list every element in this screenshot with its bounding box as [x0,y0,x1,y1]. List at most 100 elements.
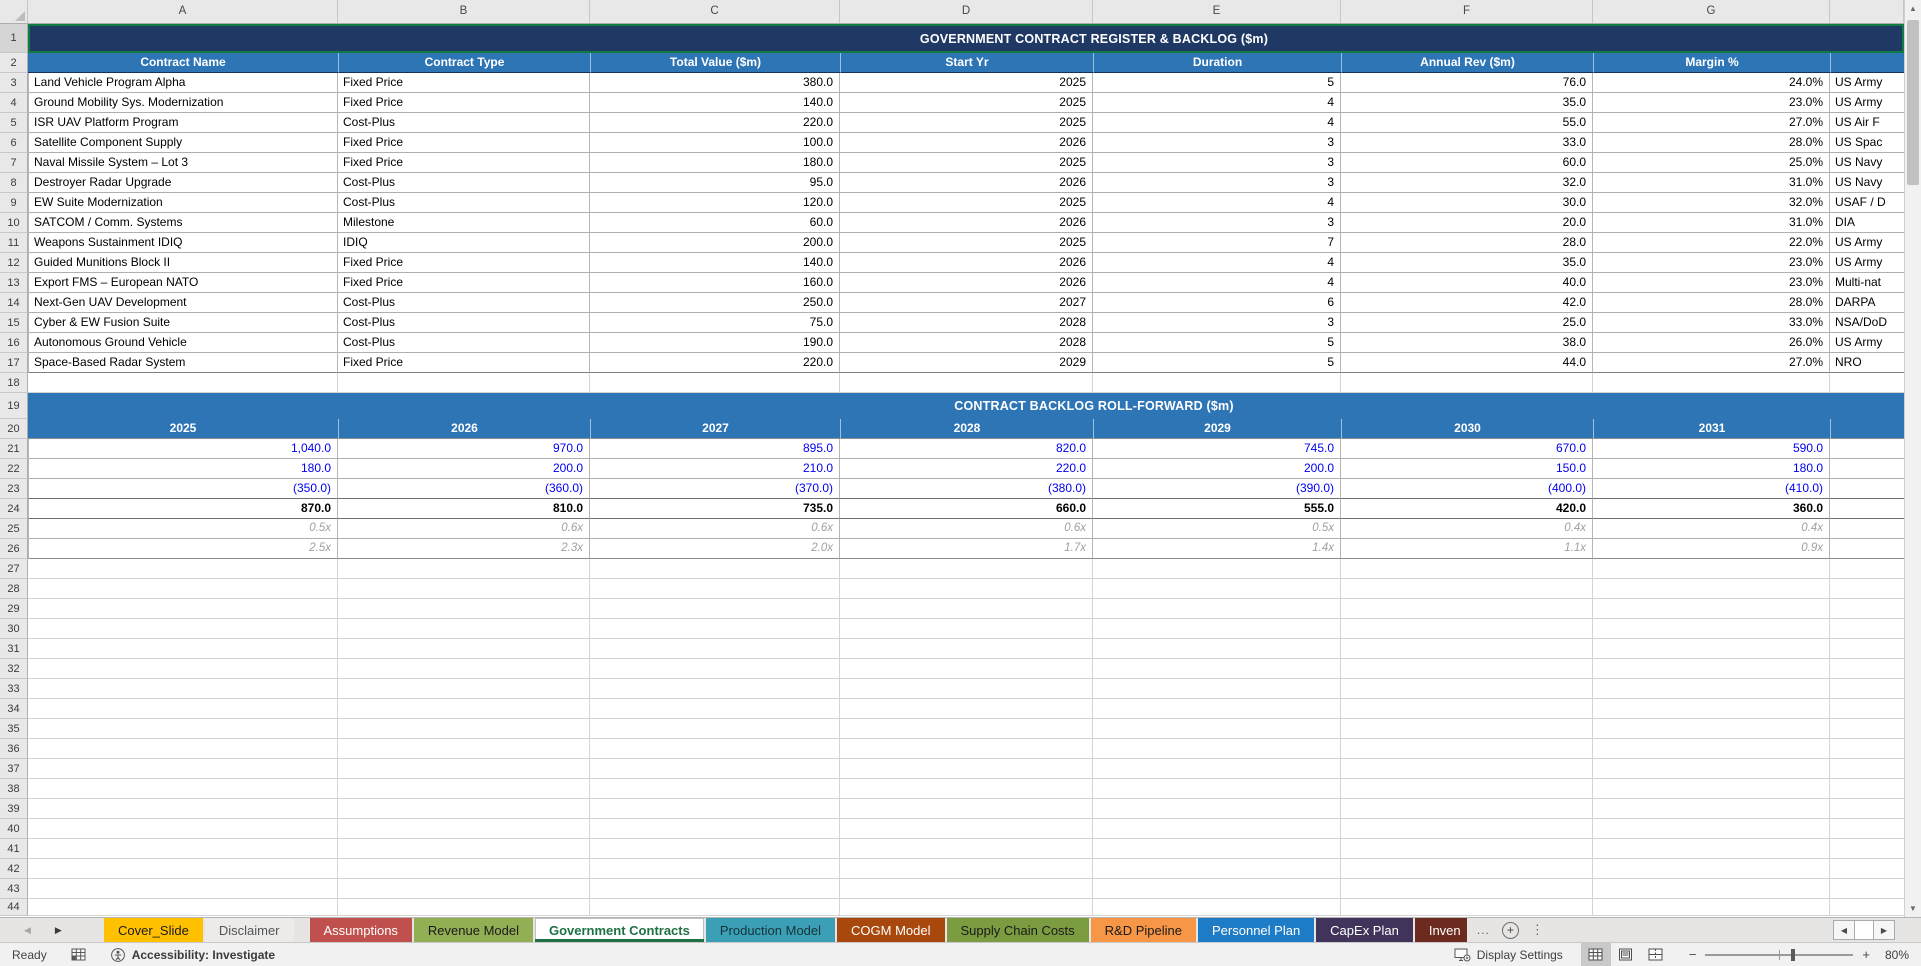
cell-G3[interactable]: 24.0% [1593,73,1830,93]
cell-F42[interactable] [1341,859,1593,879]
cell-H24[interactable] [1830,499,1904,519]
cell-C34[interactable] [590,699,840,719]
cell-E13[interactable]: 4 [1093,273,1341,293]
cell-B33[interactable] [338,679,590,699]
cell-G8[interactable]: 31.0% [1593,173,1830,193]
cell-F21[interactable]: 670.0 [1341,439,1593,459]
view-page-layout-button[interactable] [1611,943,1641,966]
cell-G44[interactable] [1593,899,1830,916]
cell-B21[interactable]: 970.0 [338,439,590,459]
cell-A27[interactable] [28,559,338,579]
cell-F8[interactable]: 32.0 [1341,173,1593,193]
row-header-33[interactable]: 33 [0,679,28,699]
cell-A28[interactable] [28,579,338,599]
sheet-tab-personnel-plan[interactable]: Personnel Plan [1198,918,1315,942]
cell-B18[interactable] [338,373,590,393]
row-header-36[interactable]: 36 [0,739,28,759]
cell-E26[interactable]: 1.4x [1093,539,1341,559]
row-header-8[interactable]: 8 [0,173,28,193]
cell-B42[interactable] [338,859,590,879]
cell-F24[interactable]: 420.0 [1341,499,1593,519]
display-settings-button[interactable]: Display Settings [1454,948,1563,962]
cell-H5[interactable]: US Air F [1830,113,1904,133]
cell-B25[interactable]: 0.6x [338,519,590,539]
cell-D34[interactable] [840,699,1093,719]
cell-D40[interactable] [840,819,1093,839]
cell-C25[interactable]: 0.6x [590,519,840,539]
column-header-B[interactable]: B [338,0,590,23]
sheet-tab-capex-plan[interactable]: CapEx Plan [1316,918,1413,942]
row-header-14[interactable]: 14 [0,293,28,313]
row-header-21[interactable]: 21 [0,439,28,459]
cell-F34[interactable] [1341,699,1593,719]
cell-E3[interactable]: 5 [1093,73,1341,93]
new-sheet-button[interactable]: + [1501,921,1519,939]
cell-A16[interactable]: Autonomous Ground Vehicle [28,333,338,353]
cell-B14[interactable]: Cost-Plus [338,293,590,313]
column-header-C[interactable]: C [590,0,840,23]
cell-D22[interactable]: 220.0 [840,459,1093,479]
cell-E30[interactable] [1093,619,1341,639]
row-header-12[interactable]: 12 [0,253,28,273]
cell-G9[interactable]: 32.0% [1593,193,1830,213]
cell-H27[interactable] [1830,559,1904,579]
cell-H41[interactable] [1830,839,1904,859]
column-header-D[interactable]: D [840,0,1093,23]
cell-A6[interactable]: Satellite Component Supply [28,133,338,153]
cell-F44[interactable] [1341,899,1593,916]
cell-G27[interactable] [1593,559,1830,579]
cell-G31[interactable] [1593,639,1830,659]
zoom-in-button[interactable]: + [1862,947,1870,962]
cell-C37[interactable] [590,759,840,779]
cell-B27[interactable] [338,559,590,579]
cell-C27[interactable] [590,559,840,579]
cell-G40[interactable] [1593,819,1830,839]
cell-H32[interactable] [1830,659,1904,679]
cell-A30[interactable] [28,619,338,639]
cell-F38[interactable] [1341,779,1593,799]
cell-D29[interactable] [840,599,1093,619]
cell-D6[interactable]: 2026 [840,133,1093,153]
cell-F4[interactable]: 35.0 [1341,93,1593,113]
cell-G23[interactable]: (410.0) [1593,479,1830,499]
cell-B5[interactable]: Cost-Plus [338,113,590,133]
cell-B41[interactable] [338,839,590,859]
cell-H17[interactable]: NRO [1830,353,1904,373]
cell-H33[interactable] [1830,679,1904,699]
cell-B28[interactable] [338,579,590,599]
cell-G17[interactable]: 27.0% [1593,353,1830,373]
row-header-11[interactable]: 11 [0,233,28,253]
cell-D38[interactable] [840,779,1093,799]
cell-F3[interactable]: 76.0 [1341,73,1593,93]
cell-E39[interactable] [1093,799,1341,819]
cell-E40[interactable] [1093,819,1341,839]
cell-D7[interactable]: 2025 [840,153,1093,173]
column-header-H[interactable] [1830,0,1904,23]
cell-D37[interactable] [840,759,1093,779]
cell-B9[interactable]: Cost-Plus [338,193,590,213]
column-header-E[interactable]: E [1093,0,1341,23]
cell-G36[interactable] [1593,739,1830,759]
row-header-16[interactable]: 16 [0,333,28,353]
cell-A42[interactable] [28,859,338,879]
cell-D43[interactable] [840,879,1093,899]
row-header-27[interactable]: 27 [0,559,28,579]
cell-G4[interactable]: 23.0% [1593,93,1830,113]
more-sheets-ellipsis[interactable]: ... [1476,923,1490,937]
cell-E11[interactable]: 7 [1093,233,1341,253]
cell-D32[interactable] [840,659,1093,679]
cell-F23[interactable]: (400.0) [1341,479,1593,499]
cell-C13[interactable]: 160.0 [590,273,840,293]
cell-A14[interactable]: Next-Gen UAV Development [28,293,338,313]
cell-E14[interactable]: 6 [1093,293,1341,313]
row-header-1[interactable]: 1 [0,24,28,53]
sheet-tab-r-d-pipeline[interactable]: R&D Pipeline [1090,918,1196,942]
cell-A38[interactable] [28,779,338,799]
cell-A21[interactable]: 1,040.0 [28,439,338,459]
cell-D5[interactable]: 2025 [840,113,1093,133]
cell-A11[interactable]: Weapons Sustainment IDIQ [28,233,338,253]
cell-G16[interactable]: 26.0% [1593,333,1830,353]
vertical-scrollbar[interactable]: ▲ ▼ [1904,0,1921,917]
cell-E8[interactable]: 3 [1093,173,1341,193]
cell-G21[interactable]: 590.0 [1593,439,1830,459]
